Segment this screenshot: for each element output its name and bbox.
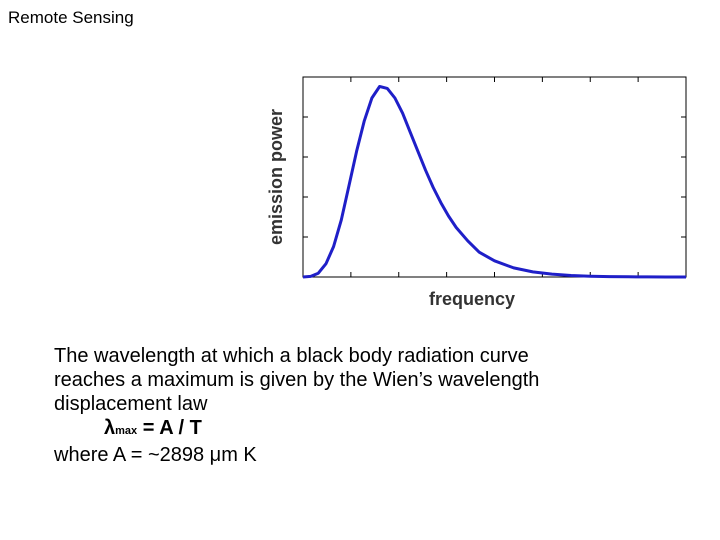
emission-chart: frequency emission power (266, 76, 687, 309)
text-line-1: The wavelength at which a black body rad… (54, 345, 529, 367)
text-line-5: where A = ~2898 μm K (54, 444, 257, 466)
plot-frame (302, 76, 687, 278)
text-line-3: displacement law (54, 393, 208, 415)
slide-title: Remote Sensing (8, 8, 134, 27)
wien-formula: λmax = A / T (54, 416, 694, 443)
explanation-text: The wavelength at which a black body rad… (54, 344, 694, 467)
x-axis-label: frequency (429, 289, 515, 309)
text-line-2: reaches a maximum is given by the Wien’s… (54, 369, 540, 391)
tick-marks (303, 77, 686, 277)
formula-lambda: λ (104, 417, 116, 439)
series-line (302, 85, 686, 279)
formula-subscript: max (115, 425, 138, 437)
y-axis-label: emission power (266, 109, 286, 245)
formula-rest: = A / T (137, 417, 202, 439)
